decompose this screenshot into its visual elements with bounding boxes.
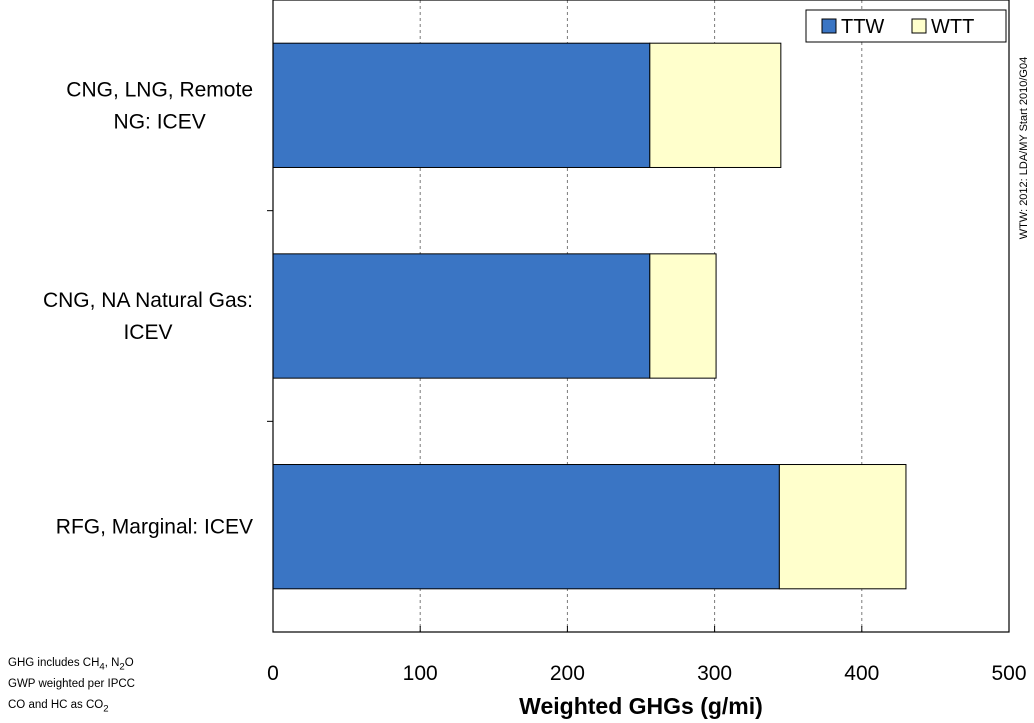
legend-label-ttw: TTW (841, 16, 884, 38)
bar-wtt (649, 42, 782, 168)
category-label: CNG, NA Natural Gas: ICEV (43, 289, 253, 344)
bar-ttw (272, 464, 780, 590)
bar-ttw (272, 253, 651, 379)
x-axis-title: Weighted GHGs (g/mi) (519, 693, 763, 719)
note-text: O (124, 657, 134, 669)
category-label: CNG, LNG, Remote NG: ICEV (66, 78, 253, 133)
side-note: WTW: 2012: LDA/MY Start 2010/G04 (1018, 57, 1030, 239)
legend-swatch-ttw (821, 18, 837, 34)
plot-frame (272, 0, 1010, 633)
legend-box (805, 9, 1007, 43)
category-label-line: CNG, NA Natural Gas: (43, 289, 253, 312)
note-subscript: 2 (103, 703, 109, 715)
category-label: RFG, Marginal: ICEV (56, 516, 253, 539)
category-label-line: NG: ICEV (114, 110, 206, 133)
bar-wtt (649, 253, 717, 379)
legend-items: TTW WTT (821, 16, 974, 38)
bar-ttw (272, 42, 651, 168)
note-co-hc: CO and HC as CO2 (8, 698, 109, 716)
category-labels: CNG, LNG, Remote NG: ICEV CNG, NA Natural … (43, 78, 253, 538)
note-gwp: GWP weighted per IPCC (8, 677, 135, 691)
category-label-line: ICEV (123, 321, 172, 344)
category-label-line: CNG, LNG, Remote (66, 78, 253, 101)
x-tick-label: 0 (267, 662, 279, 685)
note-subscript: 4 (99, 661, 105, 673)
bar-wtt (778, 464, 907, 590)
axes: 0 100 200 300 400 500 (267, 210, 1027, 685)
legend-swatch-wtt (911, 18, 927, 34)
x-tick-label: 100 (403, 662, 438, 685)
x-tick-label: 400 (844, 662, 879, 685)
legend-label-wtt: WTT (931, 16, 974, 38)
x-tick-label: 200 (550, 662, 585, 685)
note-text: GWP weighted per IPCC (8, 678, 135, 690)
category-label-line: RFG, Marginal: ICEV (56, 516, 253, 539)
note-text: , N (104, 657, 120, 669)
note-text: CO and HC as CO (8, 699, 104, 711)
legend: TTW WTT (805, 9, 1007, 43)
note-ghg-includes: GHG includes CH4, N2O (8, 656, 134, 674)
note-subscript: 2 (119, 661, 125, 673)
note-text: GHG includes CH (8, 657, 100, 669)
x-tick-label: 300 (697, 662, 732, 685)
x-tick-label: 500 (991, 662, 1026, 685)
bars (272, 42, 907, 590)
